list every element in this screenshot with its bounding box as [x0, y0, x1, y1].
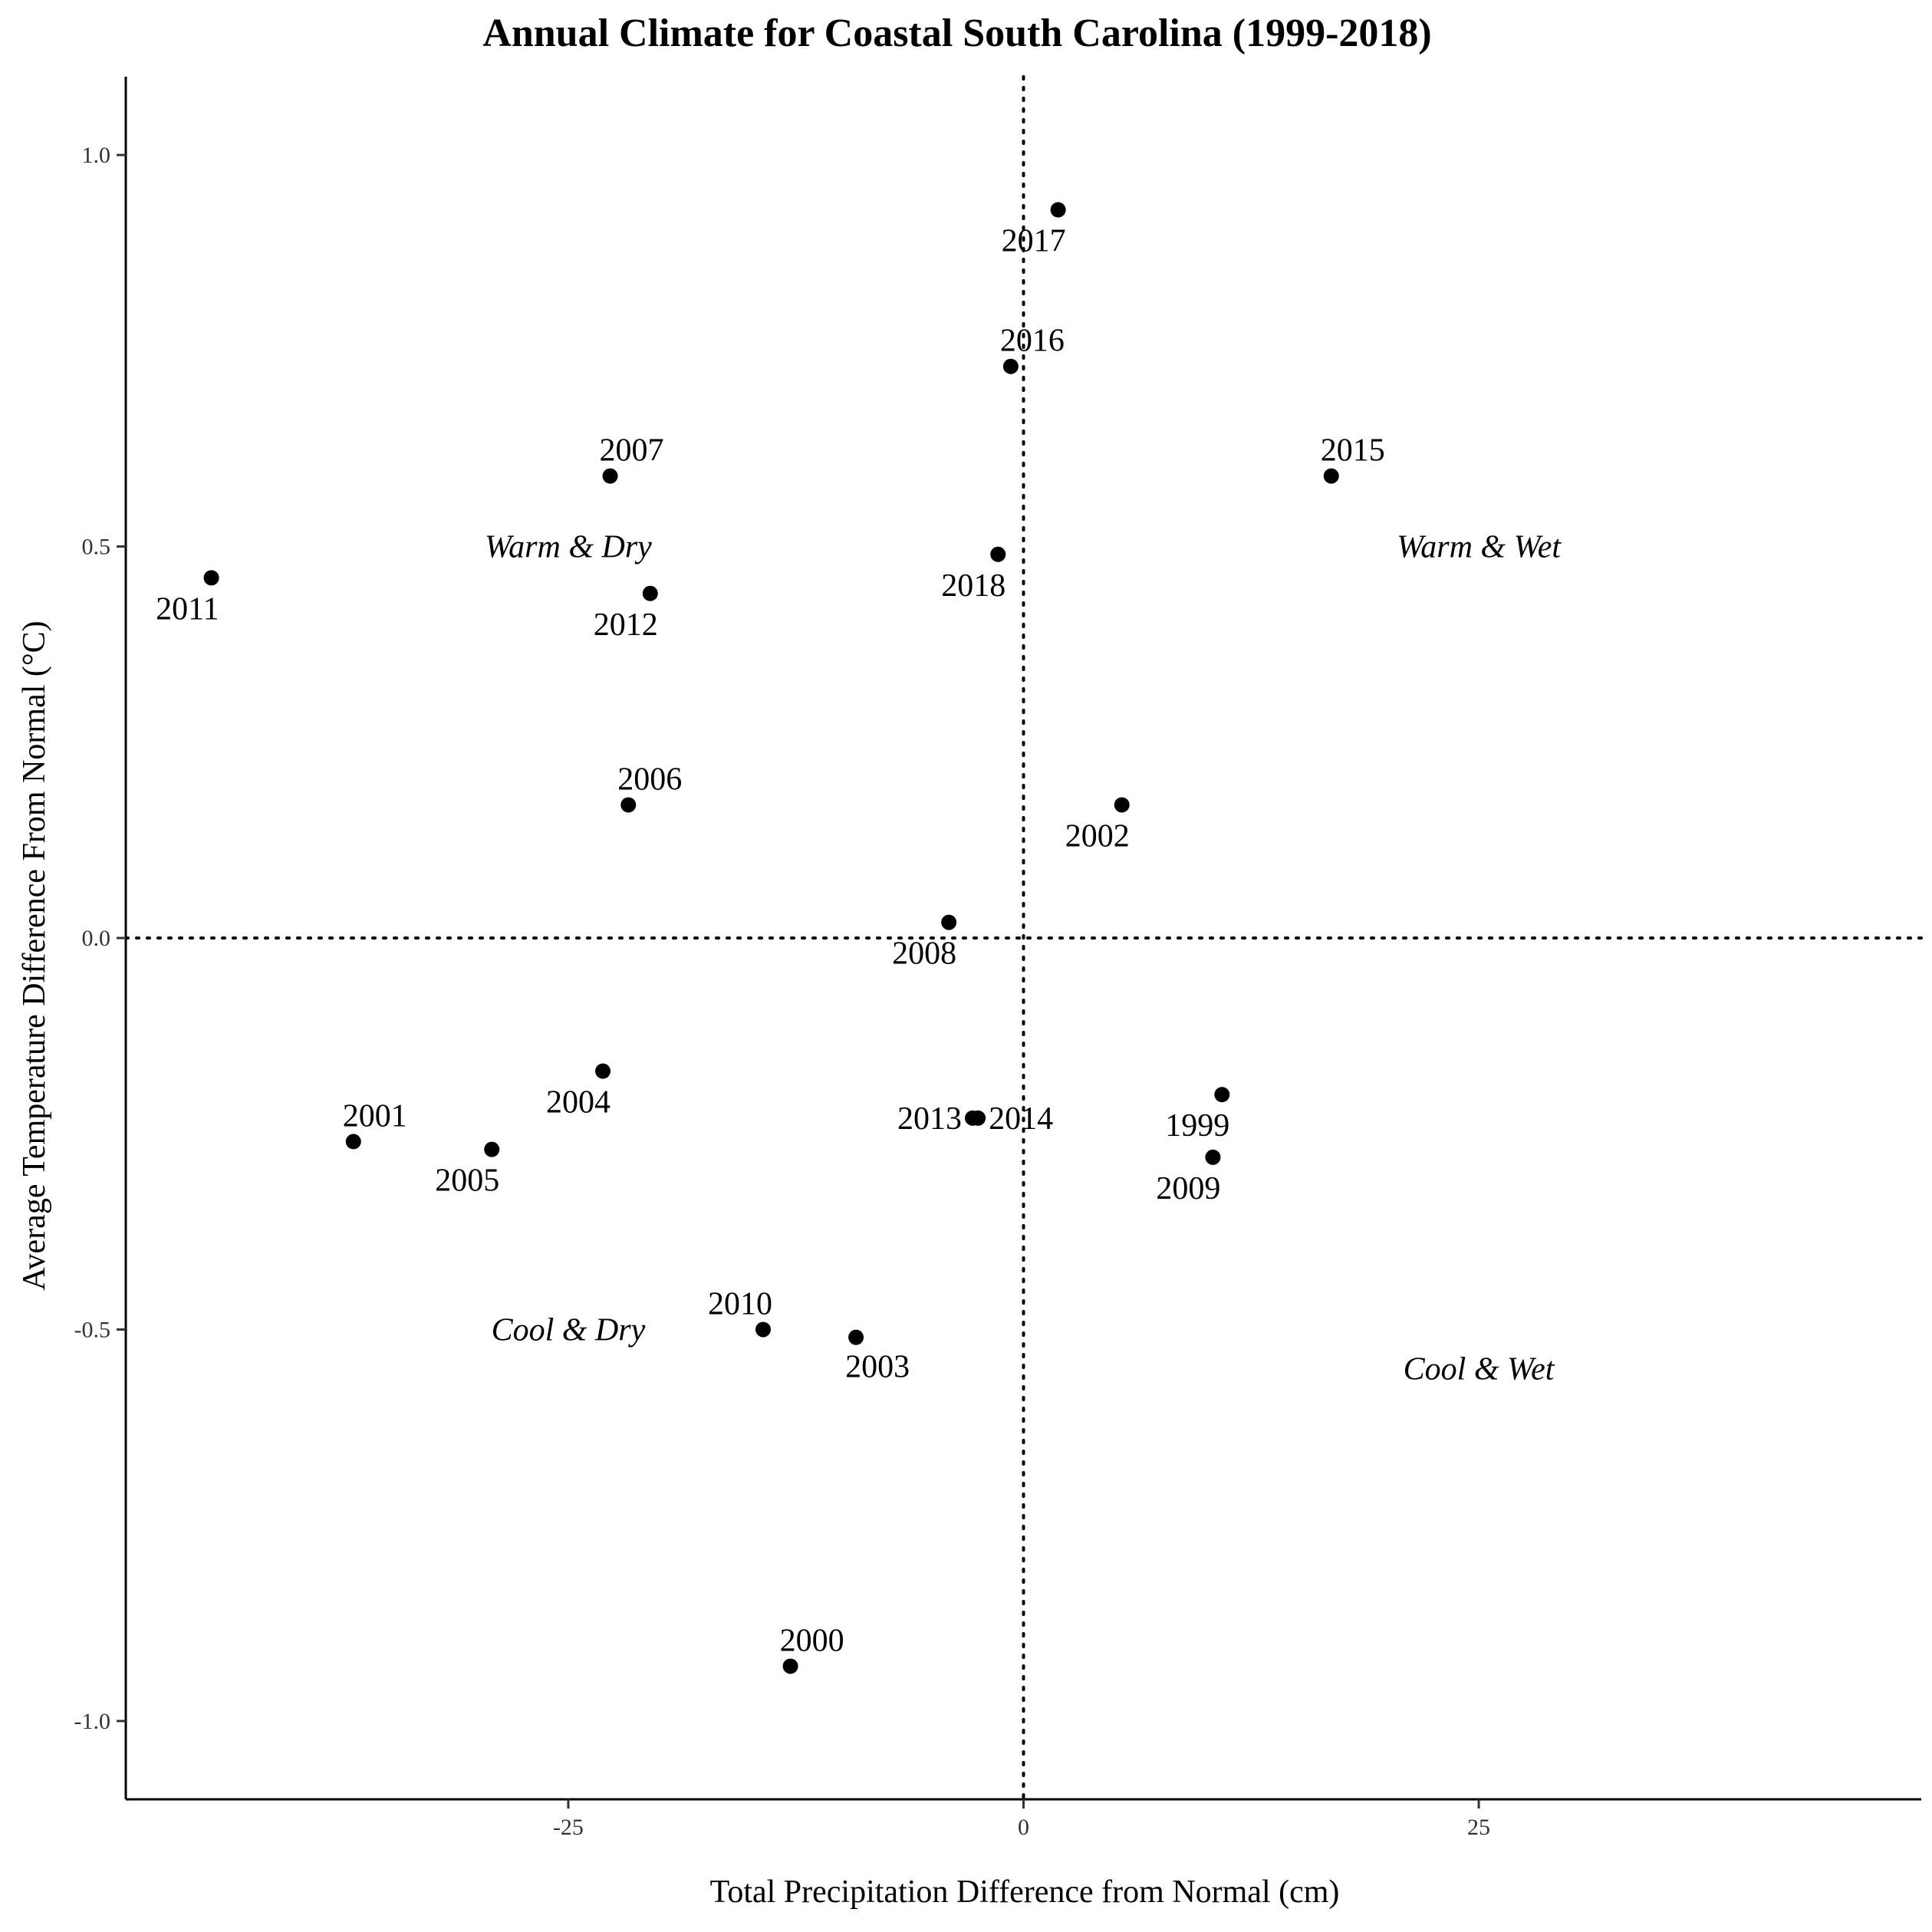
data-point [203, 570, 219, 586]
point-label: 2015 [1321, 433, 1385, 469]
point-label: 2008 [892, 936, 956, 972]
point-label: 2017 [1002, 224, 1066, 259]
data-point [1002, 358, 1019, 374]
data-point [970, 1110, 986, 1126]
y-axis-title: Average Temperature Difference From Norm… [17, 620, 52, 1290]
data-point [755, 1321, 771, 1338]
point-label: 2002 [1065, 818, 1130, 854]
chart-title: Annual Climate for Coastal South Carolin… [482, 12, 1431, 55]
point-label: 2014 [989, 1101, 1053, 1137]
point-label: 2018 [941, 568, 1005, 604]
point-label: 2011 [156, 591, 219, 627]
data-point [345, 1134, 361, 1150]
y-tick-label: 1.0 [82, 143, 111, 168]
data-point [1114, 797, 1130, 813]
y-tick-label: 0.5 [82, 535, 111, 560]
point-label: 2006 [617, 762, 682, 797]
point-label: 2004 [546, 1085, 611, 1121]
point-label: 2000 [780, 1623, 844, 1658]
quadrant-label: Warm & Wet [1397, 530, 1562, 565]
data-point [602, 468, 618, 484]
data-point [1205, 1149, 1221, 1165]
data-point [1050, 202, 1066, 218]
point-label: 2013 [897, 1101, 962, 1137]
point-label: 2009 [1156, 1171, 1220, 1206]
data-point [941, 914, 957, 930]
point-label: 2003 [845, 1350, 910, 1385]
data-point [848, 1329, 864, 1345]
data-point [642, 585, 658, 601]
point-label: 2016 [1000, 324, 1065, 359]
point-label: 2012 [594, 607, 658, 643]
point-label: 1999 [1165, 1108, 1229, 1144]
plot-area: -25 0 25 1.0 0.5 0.0 -0.5 -1.0 Warm & Dry Warm & … [74, 75, 1923, 1840]
quadrant-label: Warm & Dry [485, 530, 652, 565]
x-tick-label: -25 [553, 1815, 584, 1840]
x-axis-title: Total Precipitation Difference from Norm… [710, 1874, 1340, 1910]
data-point [484, 1141, 500, 1157]
y-tick-label: -1.0 [74, 1709, 111, 1734]
x-tick-label: 25 [1467, 1815, 1490, 1840]
data-point [595, 1063, 611, 1079]
y-tick-label: 0.0 [82, 926, 111, 951]
point-label: 2005 [435, 1163, 499, 1199]
data-point [782, 1658, 798, 1674]
y-tick-label: -0.5 [74, 1317, 111, 1342]
data-point [1214, 1087, 1230, 1103]
data-point [990, 546, 1006, 562]
point-label: 2010 [708, 1286, 772, 1321]
x-tick-label: 0 [1018, 1815, 1029, 1840]
data-point [620, 797, 637, 813]
quadrant-label: Cool & Dry [492, 1312, 646, 1348]
point-label: 2007 [600, 433, 664, 469]
point-label: 2001 [343, 1098, 407, 1134]
data-point [1323, 468, 1339, 484]
quadrant-label: Cool & Wet [1404, 1352, 1555, 1387]
